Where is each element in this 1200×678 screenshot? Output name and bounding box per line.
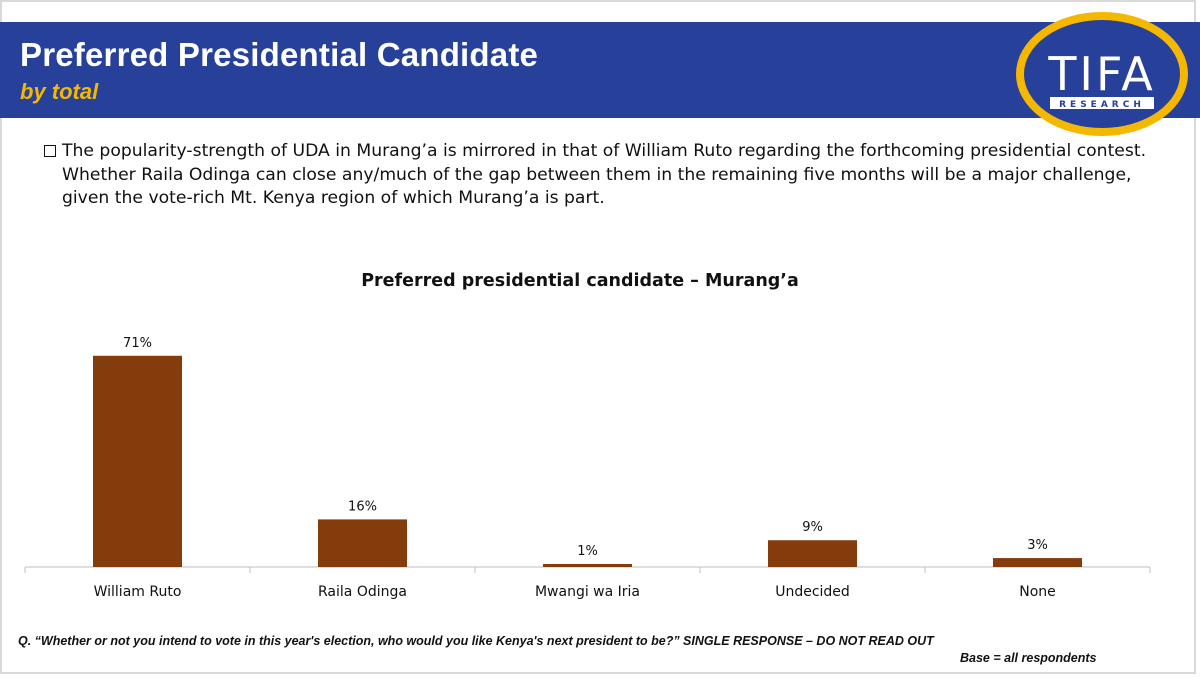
category-label: Undecided (775, 584, 850, 600)
bar-chart: 71% William Ruto 16% Raila Odinga 1% Mwangi w… (24, 336, 1151, 600)
bar-none (993, 558, 1082, 567)
data-label: 16% (348, 499, 377, 514)
logo-text: TIFA (1047, 47, 1155, 101)
bar-mwangi-wa-iria (543, 564, 632, 567)
category-label: None (1019, 584, 1056, 600)
category-label: Raila Odinga (318, 584, 407, 600)
footnote-question: Q. “Whether or not you intend to vote in… (18, 634, 934, 648)
logo-band (1050, 97, 1154, 109)
chart-title: Preferred presidential candidate – Muran… (361, 271, 799, 291)
data-label: 71% (123, 336, 152, 351)
category-label: William Ruto (94, 584, 182, 600)
bar-william-ruto (93, 355, 182, 567)
checkbox-bullet-icon (44, 145, 56, 157)
data-label: 3% (1027, 538, 1048, 553)
data-label: 1% (577, 544, 598, 559)
slide-title: Preferred Presidential Candidate (20, 36, 539, 73)
tifa-research-logo: TIFA RESEARCH (1016, 12, 1188, 136)
bullet-text: The popularity-strength of UDA in Murang… (62, 141, 1147, 208)
bullet-point: The popularity-strength of UDA in Murang… (44, 140, 1164, 211)
slide-subtitle: by total (20, 79, 99, 104)
bar-raila-odinga (318, 519, 407, 567)
footnote-base: Base = all respondents (960, 651, 1097, 665)
data-label: 9% (802, 520, 823, 535)
header-banner (0, 22, 1200, 118)
category-label: Mwangi wa Iria (535, 584, 640, 600)
bar-undecided (768, 540, 857, 567)
logo-subtext: RESEARCH (1059, 100, 1145, 110)
